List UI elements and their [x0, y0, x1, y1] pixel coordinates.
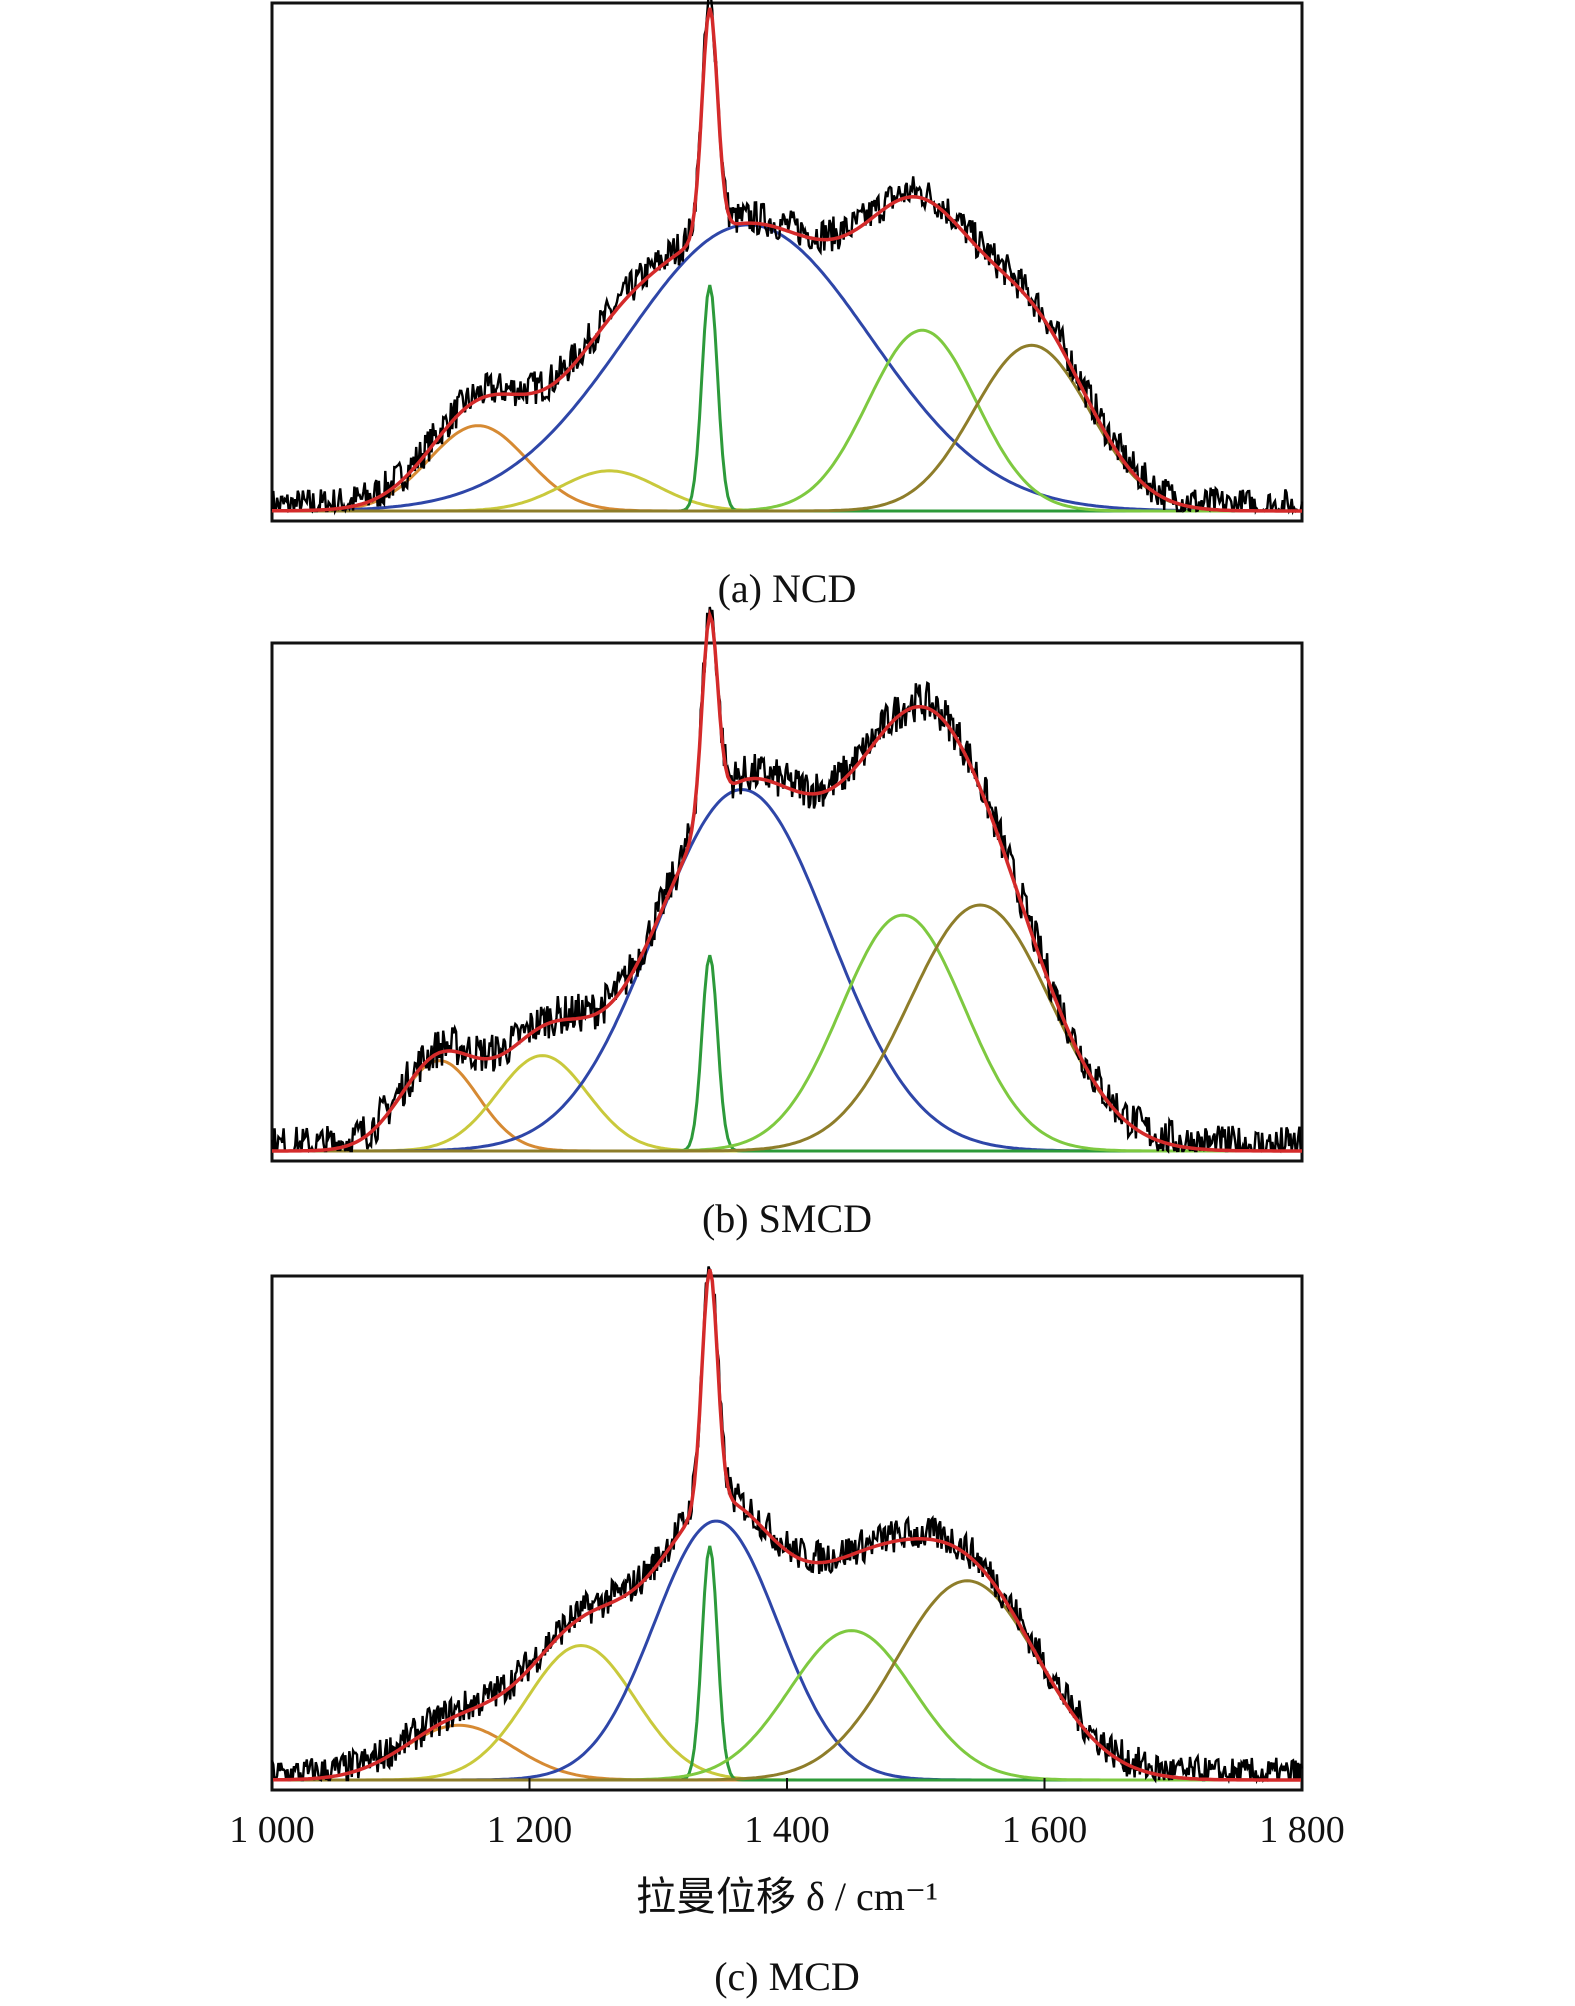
- x-tick-label: 1 600: [1002, 1809, 1088, 1851]
- fit-curve: [271, 1269, 1302, 1782]
- panel-mcd: 1 000 1 200 1 400 1 600 1 800 拉曼位移 δ / cm⁻¹ …: [229, 1266, 1345, 1999]
- plot-frame-smcd: [270, 641, 1304, 1163]
- raw-spectrum: [270, 606, 1302, 1154]
- panel-ncd: (a) NCD: [270, 0, 1304, 611]
- component-curve-5: [272, 903, 1302, 1153]
- component-curve-4: [272, 1629, 1302, 1782]
- component-curve-2: [271, 223, 1302, 513]
- fit-curve: [272, 7, 1302, 513]
- curves-smcd: [270, 606, 1302, 1154]
- plot-frame-ncd: [270, 1, 1304, 523]
- component-curve-2: [272, 788, 1302, 1153]
- raw-spectrum: [270, 0, 1304, 516]
- component-curve-3: [272, 284, 1302, 513]
- component-curve-4: [272, 913, 1302, 1153]
- fit-curve: [272, 608, 1302, 1153]
- x-axis-label: 拉曼位移 δ / cm⁻¹: [636, 1874, 938, 1919]
- x-tick-label: 1 000: [229, 1809, 315, 1851]
- curves-ncd: [270, 0, 1304, 516]
- x-tick-label: 1 200: [487, 1809, 573, 1851]
- caption-mcd: (c) MCD: [714, 1954, 860, 1999]
- x-axis-ticks: 1 000 1 200 1 400 1 600 1 800: [229, 1778, 1345, 1851]
- x-tick-label: 1 800: [1259, 1809, 1345, 1851]
- component-curve-3: [272, 1545, 1302, 1782]
- caption-ncd: (a) NCD: [718, 566, 857, 611]
- curves-mcd: [270, 1266, 1304, 1785]
- component-curve-2: [272, 1519, 1302, 1782]
- panel-smcd: (b) SMCD: [270, 606, 1304, 1241]
- component-curve-5: [272, 1579, 1302, 1782]
- x-tick-label: 1 400: [744, 1809, 830, 1851]
- raw-spectrum: [270, 1266, 1304, 1785]
- caption-smcd: (b) SMCD: [702, 1196, 872, 1241]
